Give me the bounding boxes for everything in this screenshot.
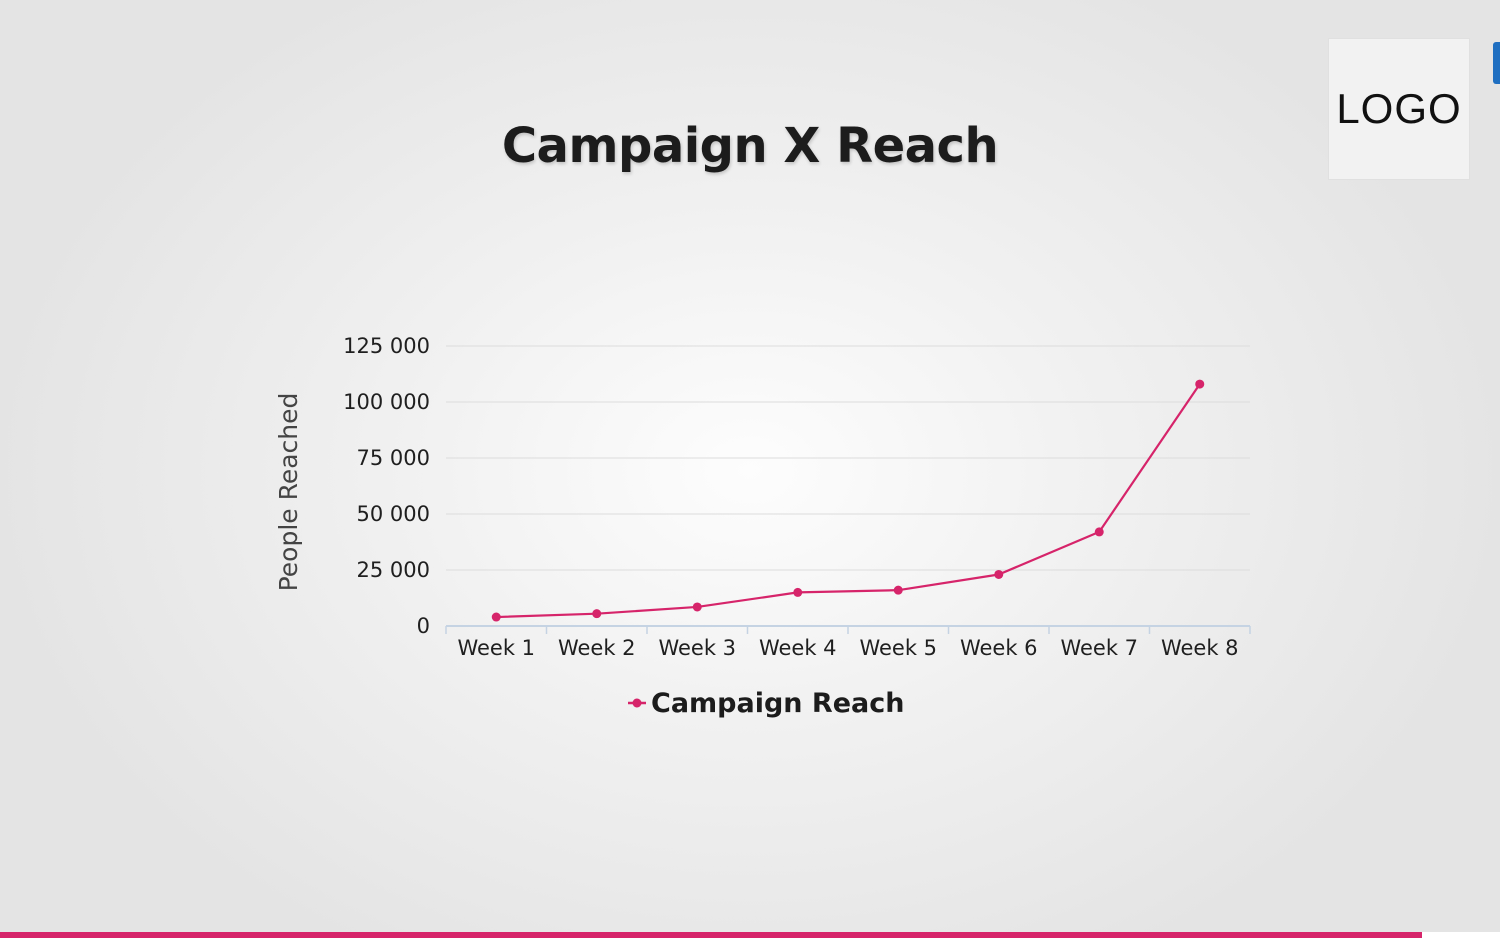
data-point: [592, 609, 602, 619]
y-tick-label: 0: [417, 614, 430, 638]
x-tick-label: Week 3: [658, 636, 736, 660]
y-axis-title: People Reached: [274, 393, 303, 592]
x-tick-label: Week 5: [859, 636, 937, 660]
data-point: [793, 587, 803, 597]
data-point: [1094, 527, 1104, 537]
x-axis-ticks: Week 1 Week 2 Week 3 Week 4 Week 5 Week 6 Week…: [457, 636, 1238, 660]
y-tick-label: 25 000: [357, 558, 430, 582]
x-tick-label: Week 6: [960, 636, 1038, 660]
logo-text: LOGO: [1336, 85, 1462, 132]
x-tick-label: Week 4: [759, 636, 837, 660]
accent-bar: [0, 932, 1422, 938]
legend-dot-marker: [632, 698, 642, 708]
series-campaign-reach: [491, 379, 1205, 622]
x-tick-label: Week 2: [558, 636, 636, 660]
data-point: [1195, 379, 1205, 389]
y-tick-label: 100 000: [343, 390, 430, 414]
data-point: [491, 612, 501, 622]
x-tick-label: Week 1: [457, 636, 535, 660]
gridlines: [446, 345, 1250, 571]
y-tick-label: 75 000: [357, 446, 430, 470]
y-axis-ticks: 0 25 000 50 000 75 000 100 000 125 000: [343, 334, 430, 638]
x-tick-label: Week 7: [1060, 636, 1138, 660]
edge-tab-handle[interactable]: [1493, 42, 1500, 84]
y-tick-label: 125 000: [343, 334, 430, 358]
accent-bar-end: [1422, 932, 1500, 938]
logo-placeholder: LOGO: [1328, 38, 1470, 180]
y-tick-label: 50 000: [357, 502, 430, 526]
series-line: [496, 383, 1201, 619]
x-axis: [445, 625, 1251, 634]
data-point: [994, 569, 1004, 579]
legend[interactable]: Campaign Reach: [628, 688, 904, 719]
data-point: [692, 602, 702, 612]
x-tick-label: Week 8: [1161, 636, 1239, 660]
data-point: [893, 585, 903, 595]
legend-label: Campaign Reach: [651, 688, 904, 719]
slide-title: Campaign X Reach: [501, 118, 999, 174]
